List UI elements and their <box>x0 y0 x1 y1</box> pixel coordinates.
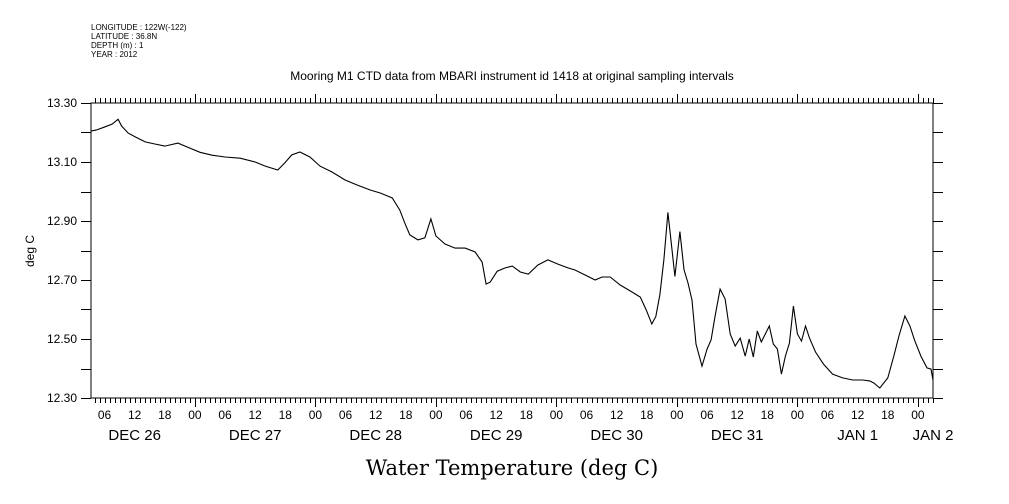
x-hour-label: 00 <box>309 408 323 422</box>
series-line-water-temperature <box>90 118 934 389</box>
x-hour-label: 06 <box>339 408 353 422</box>
x-hour-label: 18 <box>881 408 895 422</box>
y-axis-label: deg C <box>23 235 37 267</box>
x-hour-label: 18 <box>520 408 534 422</box>
x-hour-label: 06 <box>580 408 594 422</box>
x-hour-label: 18 <box>640 408 654 422</box>
meta-depth: DEPTH (m) : 1 <box>91 41 144 50</box>
chart-title: Mooring M1 CTD data from MBARI instrumen… <box>290 69 734 83</box>
x-day-label: DEC 28 <box>349 427 402 444</box>
y-tick-label: 12.70 <box>47 273 77 287</box>
x-hour-label: 06 <box>459 408 473 422</box>
x-day-label: JAN 1 <box>837 427 878 444</box>
x-hour-label: 00 <box>791 408 805 422</box>
x-hour-label: 00 <box>429 408 443 422</box>
x-hour-label: 18 <box>399 408 413 422</box>
x-day-label: DEC 29 <box>470 427 523 444</box>
x-hour-label: 00 <box>550 408 564 422</box>
x-hour-label: 06 <box>821 408 835 422</box>
x-hour-label: 12 <box>610 408 624 422</box>
x-day-label: DEC 30 <box>590 427 643 444</box>
x-day-label: JAN 2 <box>913 427 954 444</box>
x-hour-label: 12 <box>369 408 383 422</box>
x-hour-label: 18 <box>761 408 775 422</box>
plot-frame <box>90 102 934 399</box>
x-day-label: DEC 31 <box>711 427 764 444</box>
x-hour-label: 12 <box>731 408 745 422</box>
series-group <box>90 118 934 389</box>
x-hour-label: 12 <box>249 408 263 422</box>
y-tick-label: 13.30 <box>47 96 77 110</box>
y-axis: 12.30 12.50 12.70 12.90 13.10 13.30 <box>47 96 943 405</box>
x-hour-label: 06 <box>218 408 232 422</box>
x-hour-label: 12 <box>490 408 504 422</box>
y-tick-label: 12.90 <box>47 214 77 228</box>
x-day-label: DEC 27 <box>229 427 282 444</box>
meta-latitude: LATITUDE : 36.8N <box>91 32 157 41</box>
y-tick-label: 13.10 <box>47 155 77 169</box>
x-hour-label: 18 <box>279 408 293 422</box>
x-hour-label: 18 <box>158 408 172 422</box>
meta-longitude: LONGITUDE : 122W(-122) <box>91 23 187 32</box>
x-hour-label: 00 <box>911 408 925 422</box>
y-tick-label: 12.30 <box>47 391 77 405</box>
x-hour-label: 06 <box>700 408 714 422</box>
x-hour-label: 12 <box>851 408 865 422</box>
x-hour-label: 12 <box>128 408 142 422</box>
meta-year: YEAR : 2012 <box>91 50 138 59</box>
y-tick-label: 12.50 <box>47 332 77 346</box>
x-hour-label: 00 <box>670 408 684 422</box>
x-hour-label: 00 <box>188 408 202 422</box>
x-day-label: DEC 26 <box>108 427 161 444</box>
x-axis-title: Water Temperature (deg C) <box>366 456 659 480</box>
metadata-block: LONGITUDE : 122W(-122) LATITUDE : 36.8N … <box>91 23 187 59</box>
x-axis: 06 12 18 00 06 12 18 00 06 12 18 00 06 12 18 00 06 12 18 00… <box>95 94 954 444</box>
x-hour-label: 06 <box>98 408 112 422</box>
